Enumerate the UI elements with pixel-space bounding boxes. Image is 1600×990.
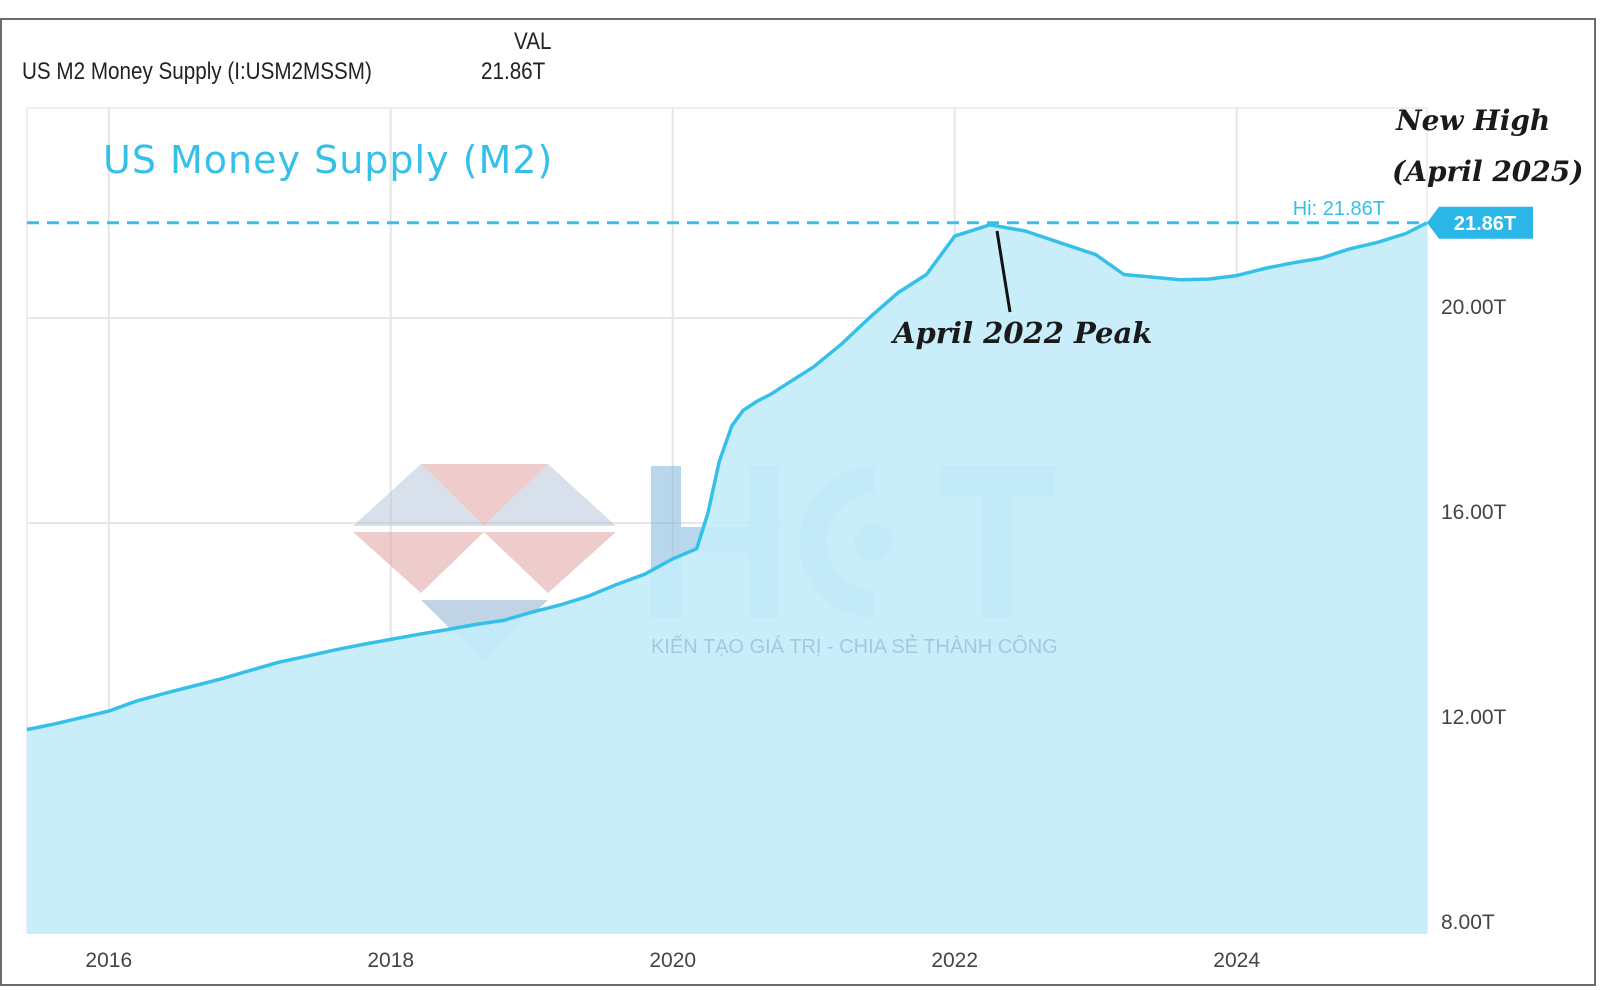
hi-label: Hi: 21.86T [1293,198,1385,220]
y-tick-label: 8.00T [1441,911,1495,934]
watermark-tagline: KIẾN TẠO GIÁ TRỊ - CHIA SẺ THÀNH CÔNG [651,636,1058,658]
new-high-annotation-line2: (April 2025) [1392,155,1584,188]
series-title: US M2 Money Supply (I:USM2MSSM) [22,58,372,85]
x-tick-label: 2018 [367,949,414,972]
x-tick-label: 2016 [85,949,132,972]
current-value-badge: 21.86T [1427,206,1533,239]
y-tick-label: 20.00T [1441,296,1507,319]
chart-annotation-title: US Money Supply (M2) [103,138,554,182]
current-value: 21.86T [481,58,546,85]
watermark-diamond-top [421,464,548,526]
watermark-diamond-left [353,464,484,526]
x-tick-label: 2022 [931,949,978,972]
value-column-label: VAL [514,28,552,55]
y-axis-ticks: 8.00T 12.00T 16.00T 20.00T [1441,296,1507,934]
x-tick-label: 2024 [1213,949,1260,972]
chart-frame [0,18,1596,986]
watermark-diamond-right [484,464,616,526]
new-high-annotation-line1: New High [1396,104,1551,137]
y-tick-label: 12.00T [1441,706,1507,729]
watermark-diamond-mid-right [484,532,616,593]
x-axis-ticks: 2016 2018 2020 2022 2024 [85,949,1260,972]
current-value-badge-text: 21.86T [1454,213,1516,235]
y-tick-label: 16.00T [1441,501,1507,524]
x-tick-label: 2020 [649,949,696,972]
peak-pointer-line [995,230,1012,313]
current-value-badge-shape [1427,206,1533,239]
peak-annotation: April 2022 Peak [893,316,1153,350]
series-area [27,222,1427,934]
watermark-diamond-mid-left [353,532,484,593]
series-line [26,221,1428,732]
